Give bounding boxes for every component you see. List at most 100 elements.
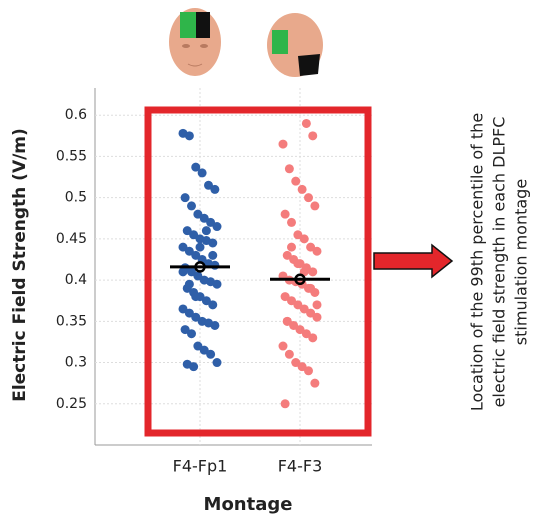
- y-tick-label: 0.3: [65, 355, 87, 371]
- point: [206, 349, 216, 359]
- point: [289, 320, 299, 330]
- point: [210, 320, 220, 330]
- point: [299, 304, 309, 314]
- point: [212, 358, 222, 368]
- y-axis-label: Electric Field Strength (V/m): [10, 128, 30, 402]
- y-tick-label: 0.6: [65, 107, 87, 123]
- arrow: [373, 243, 454, 279]
- point: [297, 184, 307, 194]
- point: [280, 399, 290, 409]
- point: [191, 250, 201, 260]
- y-tick-label: 0.55: [56, 148, 87, 164]
- point: [210, 260, 220, 270]
- point: [312, 312, 322, 322]
- point: [210, 184, 220, 194]
- head-side: [267, 13, 323, 77]
- point: [287, 296, 296, 306]
- annotation-line: Location of the 99th percentile of the: [468, 113, 487, 411]
- marks: [170, 118, 330, 409]
- point: [201, 296, 211, 306]
- point: [278, 341, 288, 351]
- point: [306, 308, 316, 318]
- point: [308, 131, 318, 141]
- point: [212, 222, 222, 232]
- point: [306, 242, 316, 252]
- point: [191, 292, 201, 302]
- point: [184, 131, 194, 141]
- point: [287, 217, 296, 227]
- x-tick-label: F4-F3: [278, 457, 323, 476]
- point: [197, 168, 207, 178]
- point: [293, 230, 303, 240]
- point: [284, 349, 294, 359]
- annotation-line: stimulation montage: [512, 179, 531, 345]
- point: [282, 250, 292, 260]
- point: [206, 217, 216, 227]
- point: [184, 308, 194, 318]
- point: [193, 271, 203, 281]
- point: [204, 180, 213, 190]
- point: [189, 362, 199, 372]
- point: [184, 246, 194, 256]
- point: [182, 226, 192, 236]
- point: [189, 230, 199, 240]
- point: [187, 201, 196, 211]
- point: [308, 267, 318, 277]
- mean-marker: [194, 261, 206, 273]
- point: [180, 193, 190, 203]
- point: [297, 362, 307, 372]
- point: [195, 242, 205, 252]
- point: [187, 267, 196, 277]
- point: [293, 259, 303, 269]
- point: [208, 250, 218, 260]
- y-tick-label: 0.25: [56, 396, 87, 412]
- point: [284, 164, 294, 174]
- point: [293, 300, 303, 310]
- grid: 0.25 0.3 0.35 0.4 0.45 0.5 0.55 0.6 F4-Fp1 F4-F3: [56, 88, 372, 476]
- point: [299, 234, 309, 244]
- highlight-box: [144, 106, 372, 437]
- point: [212, 279, 222, 289]
- annotation: Location of the 99th percentile of the el…: [468, 113, 531, 411]
- point: [304, 366, 313, 376]
- point: [208, 300, 218, 310]
- point: [282, 316, 292, 326]
- point: [199, 213, 209, 223]
- point: [304, 193, 313, 203]
- head-front: [169, 8, 221, 76]
- x-axis-label: Montage: [204, 494, 293, 515]
- point: [312, 246, 322, 256]
- point: [201, 226, 211, 236]
- y-tick-label: 0.5: [65, 190, 87, 206]
- point: [280, 209, 290, 219]
- point: [178, 242, 188, 252]
- point: [308, 333, 318, 343]
- point: [193, 209, 203, 219]
- point: [312, 300, 322, 310]
- point: [191, 162, 201, 172]
- y-tick-label: 0.4: [65, 272, 87, 288]
- point: [287, 242, 296, 252]
- y-tick-label: 0.35: [56, 313, 87, 329]
- point: [184, 279, 194, 289]
- point: [278, 139, 288, 149]
- point: [291, 176, 301, 186]
- point: [193, 341, 203, 351]
- point: [295, 325, 305, 335]
- point: [280, 292, 290, 302]
- point: [191, 312, 201, 322]
- point: [208, 238, 218, 248]
- point: [178, 304, 188, 314]
- y-tick-label: 0.45: [56, 231, 87, 247]
- point: [180, 325, 190, 335]
- point: [187, 329, 196, 339]
- annotation-line: electric field strength in each DLPFC: [490, 117, 509, 408]
- x-tick-label: F4-Fp1: [173, 457, 228, 476]
- mean-marker: [294, 273, 306, 286]
- point: [306, 283, 316, 293]
- point: [199, 345, 209, 355]
- point: [310, 378, 320, 388]
- point: [291, 358, 301, 368]
- point: [310, 201, 320, 211]
